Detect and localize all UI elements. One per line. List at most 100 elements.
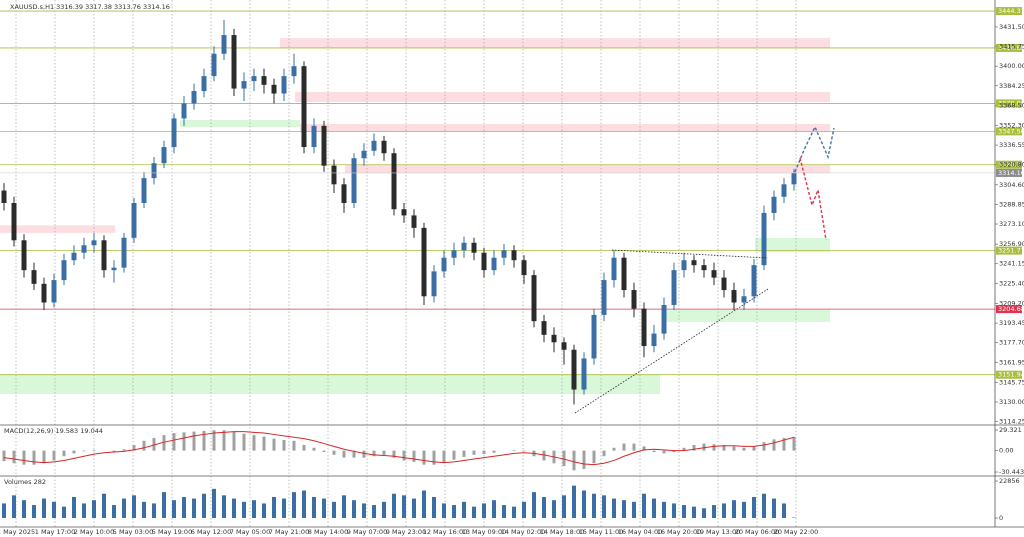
level-label: 3444.31	[998, 7, 1024, 15]
volume-bar	[732, 500, 736, 519]
volume-bar	[232, 498, 236, 519]
level-label: 3320.77	[998, 161, 1024, 169]
volume-bar	[312, 496, 316, 519]
macd-bar	[72, 450, 76, 454]
macd-bar	[172, 433, 176, 451]
volume-bar	[172, 500, 176, 519]
volume-bar	[452, 505, 456, 519]
volume-bar	[602, 495, 606, 519]
macd-bar	[682, 447, 686, 451]
candle-body	[401, 209, 407, 216]
macd-bar	[312, 447, 316, 451]
volume-bar	[372, 505, 376, 519]
candle-body	[291, 66, 297, 77]
level-label: 3347.56	[998, 127, 1024, 135]
volume-bar	[492, 500, 496, 519]
macd-bar	[572, 450, 576, 471]
forecast-bullish	[794, 125, 835, 173]
price-zone	[345, 165, 830, 174]
candle-body	[131, 202, 137, 238]
candle-body	[441, 257, 447, 272]
volume-bar	[432, 496, 436, 519]
volume-bar	[442, 503, 446, 519]
candle-body	[61, 260, 67, 281]
candle-body	[41, 283, 47, 303]
volume-bar	[482, 503, 486, 519]
macd-bar	[242, 433, 246, 451]
zones	[0, 38, 830, 395]
x-tick-label: 5 May 19:00	[152, 528, 192, 536]
y-tick-label: 3193.45	[999, 319, 1024, 327]
volume-bar	[712, 505, 716, 519]
macd-bar	[412, 450, 416, 462]
candle-body	[751, 265, 757, 297]
macd-bar	[352, 450, 356, 458]
volume-bar	[52, 501, 56, 519]
x-tick-label: 16 May 04:00	[618, 528, 663, 536]
candle-body	[661, 304, 667, 334]
volume-bar	[162, 492, 166, 519]
macd-bar	[692, 444, 696, 451]
macd-bar	[52, 450, 56, 461]
volume-bar	[502, 505, 506, 519]
volume-bar	[192, 498, 196, 519]
volume-bar	[182, 496, 186, 519]
macd-bar	[262, 436, 266, 451]
candle-body	[731, 290, 737, 303]
chart-title: XAUUSD.s,H1 3316.39 3317.38 3313.76 3314…	[10, 3, 170, 11]
candle-body	[161, 147, 167, 164]
macd-bar	[112, 450, 116, 453]
candle-body	[381, 140, 387, 154]
volume-bar	[682, 505, 686, 519]
drawings	[574, 125, 835, 414]
candle-body	[511, 250, 517, 261]
y-tick-label: 3336.55	[999, 141, 1024, 149]
macd-bar	[602, 450, 606, 457]
y-tick-label: 3384.25	[999, 82, 1024, 90]
x-tick-label: 12 May 16:00	[423, 528, 468, 536]
volume-bar	[692, 506, 696, 519]
level-tag	[996, 246, 1022, 255]
macd-bar	[222, 430, 226, 451]
y-tick-label: 3320.80	[999, 161, 1024, 169]
x-tick-label: 6 May 12:00	[191, 528, 231, 536]
macd-bar	[792, 436, 796, 451]
y-tick-label: 3130.00	[999, 398, 1024, 406]
candle-body	[361, 150, 367, 159]
candle-body	[301, 66, 307, 148]
candle-body	[701, 265, 707, 271]
macd-bar	[362, 450, 366, 458]
volume-bar	[552, 500, 556, 519]
current-price-tag	[996, 168, 1022, 177]
y-tick-label: 3273.10	[999, 220, 1024, 228]
y-tick-label: 3415.75	[999, 43, 1024, 51]
candle-body	[71, 252, 77, 261]
macd-bar	[322, 450, 326, 453]
macd-bar	[672, 450, 676, 453]
volume-bar	[542, 496, 546, 519]
macd-signal	[3, 431, 795, 466]
candle-body	[411, 215, 417, 228]
macd-bar	[212, 430, 216, 451]
candle-body	[691, 260, 697, 266]
macd-bar	[202, 430, 206, 451]
candle-body	[191, 91, 197, 104]
volume-bar	[762, 493, 766, 519]
level-tag	[996, 370, 1022, 379]
level-tag	[996, 160, 1022, 169]
candle-body	[121, 237, 127, 268]
candle-body	[671, 270, 677, 305]
macd-bar	[82, 450, 86, 452]
candle-body	[261, 76, 267, 85]
volume-bar	[252, 500, 256, 519]
macd-bar	[62, 450, 66, 457]
y-tick-label: 3209.20	[999, 299, 1024, 307]
x-tick-label: 8 May 14:00	[308, 528, 348, 536]
macd-bar	[142, 440, 146, 451]
volume-bar	[222, 495, 226, 519]
level-label: 3414.65	[998, 44, 1024, 52]
price-zone	[280, 38, 830, 49]
volume-bar	[622, 500, 626, 519]
candle-body	[141, 178, 147, 203]
macd-title: MACD(12,26,9) 19.583 19.044	[4, 427, 103, 435]
